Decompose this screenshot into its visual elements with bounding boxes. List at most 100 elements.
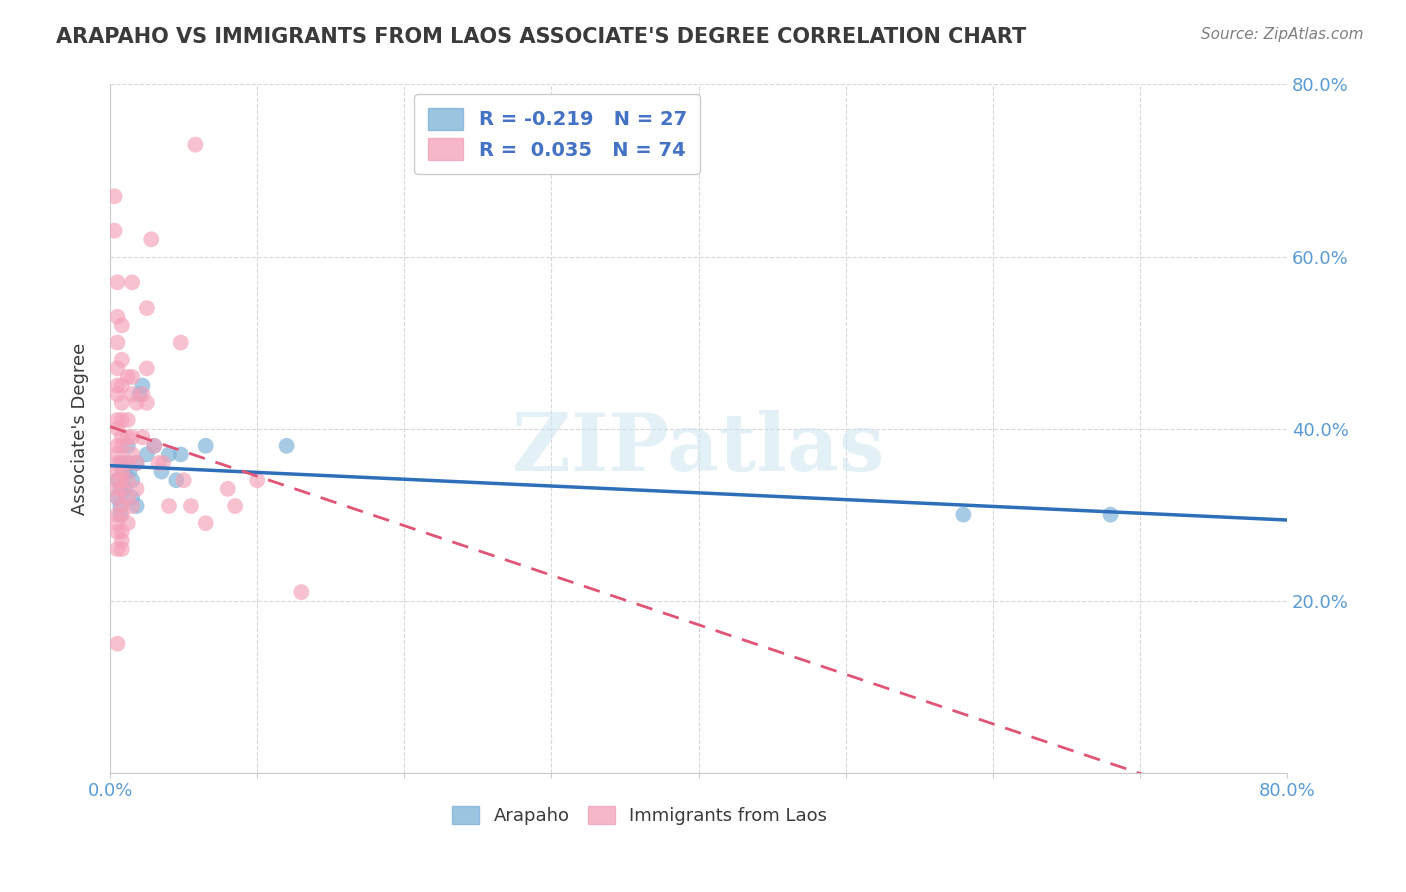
Point <box>111 396 134 410</box>
Point <box>157 499 180 513</box>
Point <box>194 439 217 453</box>
Point <box>107 276 129 290</box>
Point <box>135 301 157 315</box>
Point <box>121 430 143 444</box>
Point <box>110 482 132 496</box>
Point <box>111 465 134 479</box>
Point <box>107 361 129 376</box>
Point <box>111 378 134 392</box>
Point <box>117 430 139 444</box>
Text: Source: ZipAtlas.com: Source: ZipAtlas.com <box>1201 27 1364 42</box>
Legend: Arapaho, Immigrants from Laos: Arapaho, Immigrants from Laos <box>444 798 835 832</box>
Point <box>111 439 134 453</box>
Point <box>111 524 134 539</box>
Point <box>107 335 129 350</box>
Point <box>121 473 143 487</box>
Point <box>111 456 134 470</box>
Point <box>111 318 134 333</box>
Point <box>117 516 139 531</box>
Point <box>111 499 134 513</box>
Point <box>107 491 129 505</box>
Point <box>276 439 298 453</box>
Point <box>107 413 129 427</box>
Point <box>121 370 143 384</box>
Point <box>135 396 157 410</box>
Point <box>131 378 153 392</box>
Point <box>125 396 148 410</box>
Point <box>121 387 143 401</box>
Point <box>103 189 125 203</box>
Point <box>107 378 129 392</box>
Point <box>170 447 193 461</box>
Point <box>114 465 136 479</box>
Point <box>107 508 129 522</box>
Point <box>121 499 143 513</box>
Point <box>111 352 134 367</box>
Point <box>117 473 139 487</box>
Point <box>107 482 129 496</box>
Point <box>107 473 129 487</box>
Text: ARAPAHO VS IMMIGRANTS FROM LAOS ASSOCIATE'S DEGREE CORRELATION CHART: ARAPAHO VS IMMIGRANTS FROM LAOS ASSOCIAT… <box>56 27 1026 46</box>
Point <box>150 465 173 479</box>
Point <box>121 491 143 505</box>
Point <box>111 413 134 427</box>
Point <box>117 439 139 453</box>
Point <box>184 137 207 152</box>
Point <box>103 224 125 238</box>
Point <box>135 361 157 376</box>
Point <box>117 456 139 470</box>
Point <box>148 456 170 470</box>
Point <box>128 387 150 401</box>
Point <box>110 508 132 522</box>
Point <box>290 585 312 599</box>
Point <box>1099 508 1122 522</box>
Point <box>107 491 129 505</box>
Point <box>121 276 143 290</box>
Point <box>165 473 187 487</box>
Point <box>107 421 129 435</box>
Point <box>143 439 166 453</box>
Point <box>110 456 132 470</box>
Point <box>107 456 129 470</box>
Point <box>107 516 129 531</box>
Point <box>111 542 134 557</box>
Point <box>121 447 143 461</box>
Point <box>143 439 166 453</box>
Point <box>194 516 217 531</box>
Point <box>114 482 136 496</box>
Point <box>111 430 134 444</box>
Point <box>173 473 195 487</box>
Point <box>111 473 134 487</box>
Point <box>152 456 174 470</box>
Point <box>107 439 129 453</box>
Point <box>141 232 163 246</box>
Point <box>111 482 134 496</box>
Point <box>217 482 239 496</box>
Point <box>135 447 157 461</box>
Point <box>131 430 153 444</box>
Point <box>107 310 129 324</box>
Point <box>107 524 129 539</box>
Point <box>170 335 193 350</box>
Point <box>125 456 148 470</box>
Point <box>111 508 134 522</box>
Y-axis label: Associate's Degree: Associate's Degree <box>72 343 89 515</box>
Point <box>117 456 139 470</box>
Point <box>110 499 132 513</box>
Point <box>107 447 129 461</box>
Point <box>125 456 148 470</box>
Point <box>117 413 139 427</box>
Point <box>107 637 129 651</box>
Point <box>246 473 269 487</box>
Point <box>118 465 141 479</box>
Point <box>180 499 202 513</box>
Point <box>107 542 129 557</box>
Point <box>125 482 148 496</box>
Point <box>117 491 139 505</box>
Point <box>157 447 180 461</box>
Point <box>107 387 129 401</box>
Point <box>107 465 129 479</box>
Point <box>117 370 139 384</box>
Point <box>131 387 153 401</box>
Point <box>125 499 148 513</box>
